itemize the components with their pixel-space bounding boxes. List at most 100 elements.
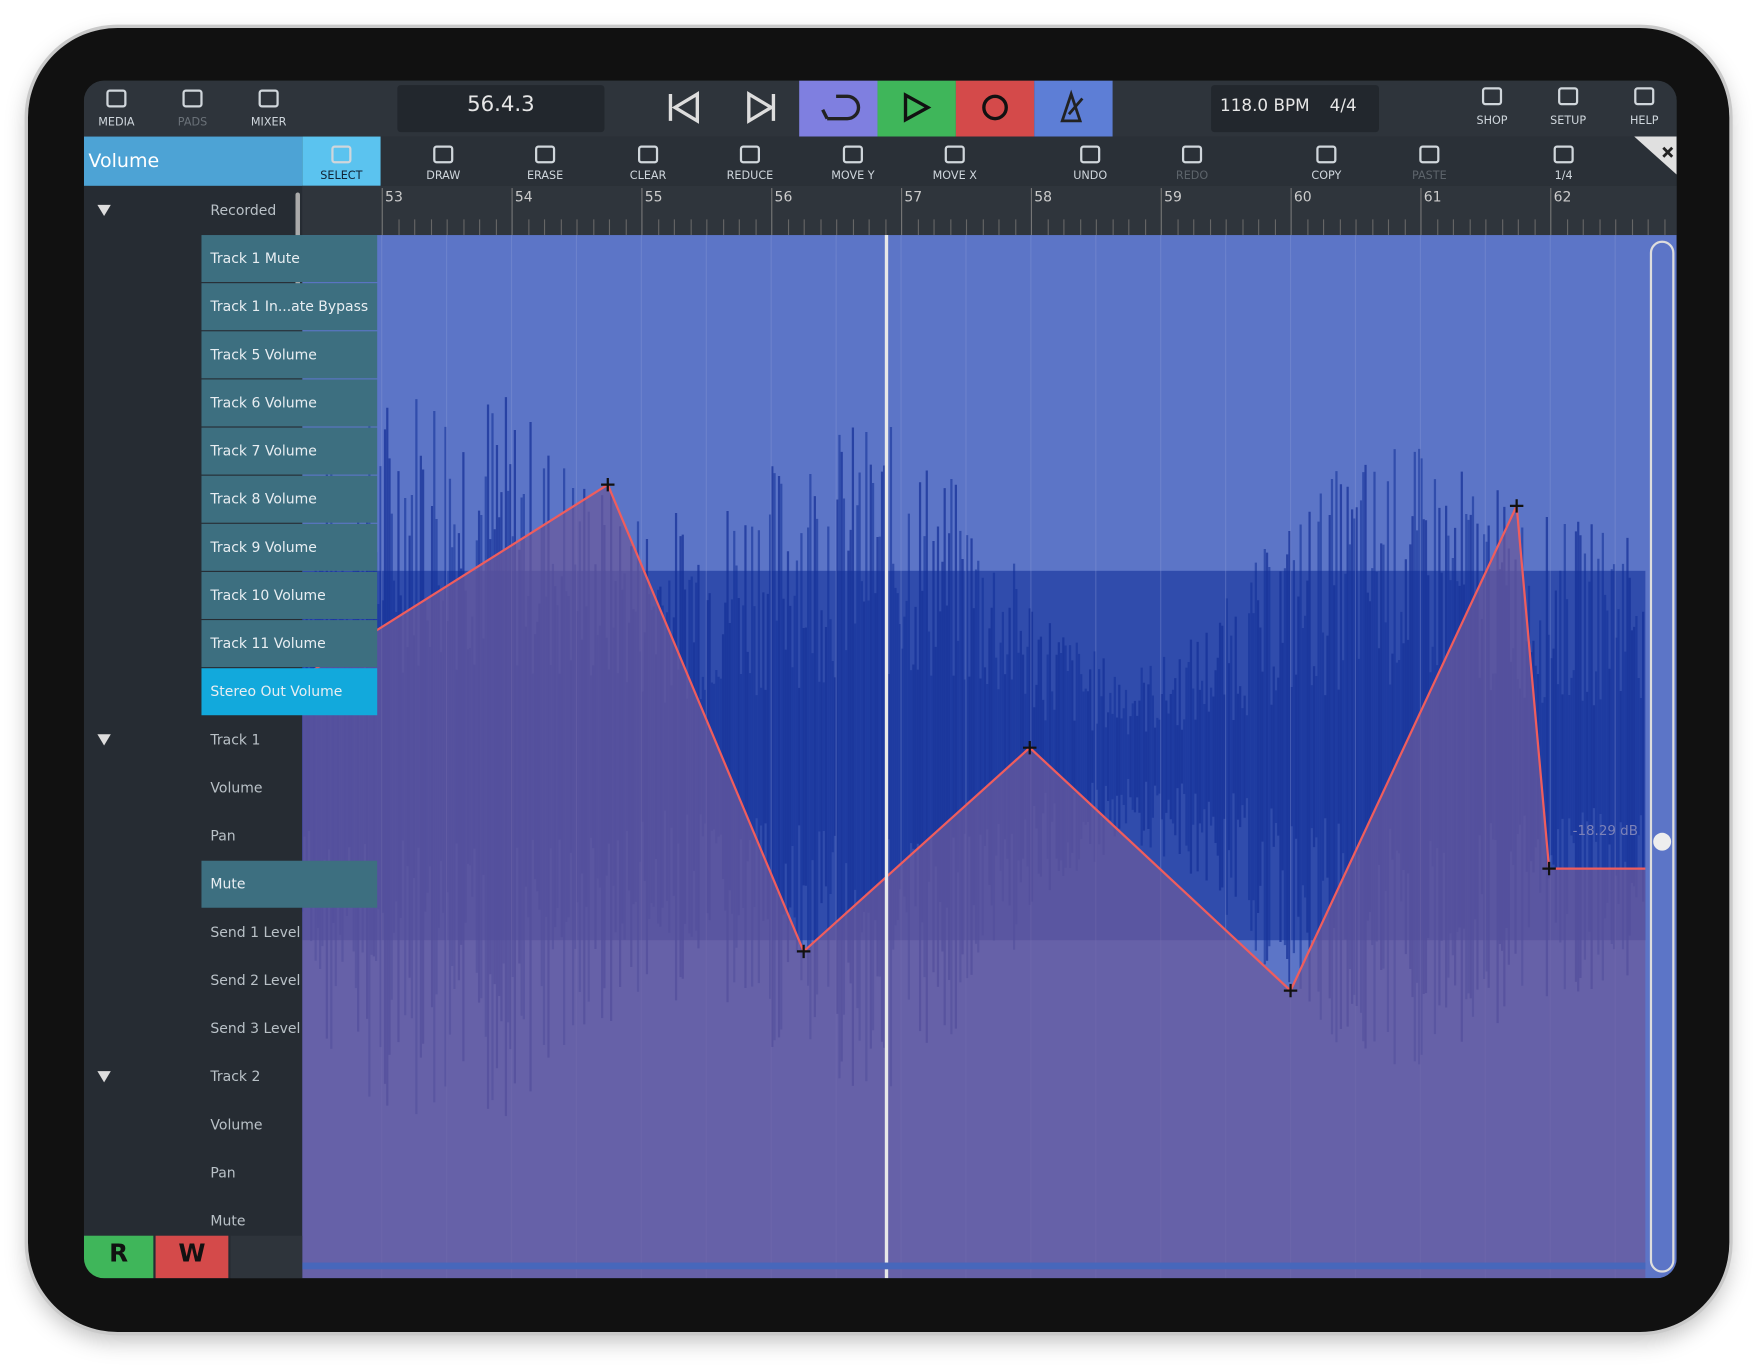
ruler-subtick	[690, 219, 692, 236]
loop-button[interactable]	[799, 80, 878, 137]
ruler-subtick	[1047, 219, 1049, 236]
icon	[944, 145, 965, 164]
sidebar-item[interactable]: Pan	[210, 1164, 236, 1181]
sidebar-item[interactable]: Send 3 Level	[210, 1019, 301, 1037]
automation-lane	[302, 235, 1677, 1279]
sidebar-item[interactable]: Track 2	[210, 1067, 261, 1085]
tool-label[interactable]: MOVE Y	[831, 170, 875, 183]
icon	[106, 89, 127, 108]
tool-bar	[302, 136, 1677, 186]
ruler-subtick	[414, 219, 416, 236]
sidebar-item[interactable]: Mute	[210, 1212, 246, 1229]
tool-label[interactable]: CLEAR	[629, 170, 667, 183]
scroll-thumb[interactable]	[1653, 832, 1672, 851]
scrollbar[interactable]	[1649, 240, 1675, 1273]
icon	[1080, 145, 1101, 164]
ruler-label: 53	[385, 188, 403, 205]
toolbar-label: MEDIA	[98, 116, 135, 129]
lane-title: Volume	[88, 149, 160, 173]
ruler-subtick	[657, 219, 659, 236]
ruler-label: 61	[1423, 188, 1442, 205]
ruler-subtick	[1371, 219, 1373, 236]
sidebar-item[interactable]: Track 11 Volume	[201, 620, 378, 668]
sidebar-item[interactable]: Mute	[201, 860, 378, 908]
sidebar-item[interactable]: Track 5 Volume	[201, 331, 378, 379]
readout: -18.29 dB	[1572, 822, 1638, 839]
play-button[interactable]	[877, 80, 956, 137]
sidebar-item[interactable]: Track 10 Volume	[201, 571, 378, 619]
ruler-subtick	[1582, 219, 1584, 236]
ruler-subtick	[1128, 219, 1130, 236]
ruler	[302, 185, 1677, 236]
tool-label[interactable]: MOVE X	[932, 170, 977, 183]
ruler-subtick	[1517, 219, 1519, 236]
ruler-subtick	[576, 219, 578, 236]
ruler-subtick	[1598, 219, 1601, 236]
sidebar-item[interactable]: Track 6 Volume	[201, 379, 378, 427]
sidebar-item[interactable]: Track 1 Mute	[201, 235, 378, 283]
ruler-tick	[511, 188, 513, 236]
icon	[1181, 145, 1203, 164]
tool-label[interactable]: DRAW	[426, 170, 461, 183]
sidebar-item[interactable]: Track 7 Volume	[201, 427, 378, 475]
sidebar-item[interactable]: Volume	[210, 779, 263, 796]
ruler-subtick	[1323, 219, 1325, 236]
ruler-tick	[1550, 188, 1552, 236]
icon	[433, 145, 454, 164]
sidebar-item[interactable]: Track 1 In...ate Bypass	[201, 283, 378, 331]
record-button[interactable]	[955, 80, 1035, 137]
tool-label[interactable]: 1/4	[1554, 170, 1573, 183]
sidebar-item[interactable]: Track 9 Volume	[201, 523, 378, 571]
tool-label[interactable]: COPY	[1311, 170, 1342, 183]
disclosure	[97, 204, 111, 217]
read-button[interactable]	[83, 1235, 154, 1279]
ruler-subtick	[543, 219, 546, 236]
sidebar-item[interactable]: Send 1 Level	[210, 923, 301, 941]
ruler-tick	[381, 188, 383, 236]
icon	[331, 145, 352, 164]
ruler-subtick	[819, 219, 822, 236]
icon	[1558, 87, 1579, 106]
ruler-subtick	[1112, 219, 1114, 236]
sidebar-item[interactable]: Pan	[210, 827, 236, 844]
icon	[739, 145, 761, 164]
ruler-subtick	[1258, 219, 1260, 236]
ruler-subtick	[397, 219, 400, 236]
sidebar-item[interactable]: Track 1	[210, 730, 261, 748]
icon	[1481, 87, 1503, 106]
screen: MEDIA PADS MIXER SHOP SETUP HELP 56.4.3 118.0 B…	[83, 80, 1677, 1279]
ruler-subtick	[836, 219, 838, 236]
toolbar-label: MIXER	[250, 116, 287, 129]
ruler-label: 58	[1034, 188, 1053, 205]
ruler-subtick	[1404, 219, 1406, 236]
ruler-label: 59	[1164, 188, 1182, 205]
ruler-subtick	[592, 219, 594, 236]
tool-label[interactable]: UNDO	[1073, 170, 1108, 183]
tool-label[interactable]: REDUCE	[726, 170, 774, 183]
sidebar-item[interactable]: Stereo Out Volume	[201, 668, 378, 716]
write-button[interactable]	[155, 1235, 229, 1279]
icon	[258, 89, 279, 108]
ruler-subtick	[1566, 219, 1568, 236]
ruler-subtick	[1176, 219, 1179, 236]
automation-fill	[302, 484, 1646, 1279]
sidebar-item[interactable]: Recorded	[210, 201, 277, 219]
ruler-subtick	[1647, 219, 1649, 236]
write-label: W	[178, 1240, 206, 1269]
sidebar-item[interactable]: Track 8 Volume	[201, 475, 378, 523]
sidebar-item[interactable]: Volume	[210, 1115, 263, 1133]
icon	[1553, 145, 1574, 164]
icon	[1316, 145, 1337, 164]
tool-label[interactable]: ERASE	[526, 170, 564, 183]
sidebar-item[interactable]: Send 2 Level	[210, 971, 301, 989]
tool-label[interactable]: PASTE	[1411, 170, 1447, 183]
tool-label[interactable]: SELECT	[320, 170, 363, 183]
ruler-subtick	[998, 219, 1000, 236]
ruler-subtick	[1663, 219, 1665, 236]
ruler-subtick	[1436, 219, 1438, 236]
toggle-button[interactable]	[230, 1235, 303, 1279]
select-tool-active[interactable]	[302, 136, 381, 186]
close-corner[interactable]	[1634, 136, 1677, 175]
tool-label[interactable]: REDO	[1175, 170, 1209, 183]
